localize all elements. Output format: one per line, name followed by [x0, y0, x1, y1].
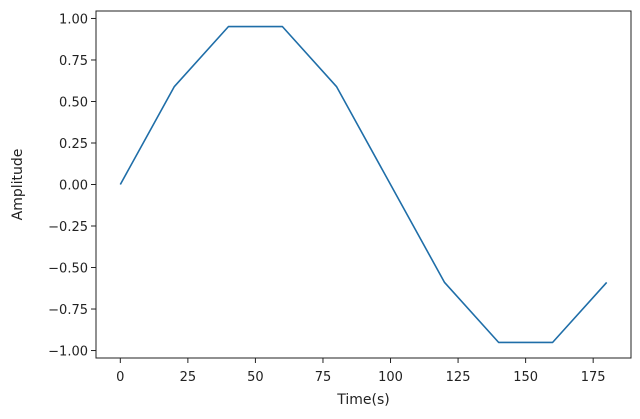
plot-frame	[95, 10, 632, 359]
y-tick-label: 0.50	[59, 95, 88, 110]
y-tick-label: −0.50	[48, 262, 88, 277]
y-tick-label: −1.00	[48, 345, 88, 360]
y-tick-label: 0.75	[59, 54, 88, 69]
x-tick-label: 125	[446, 370, 471, 385]
y-tick-label: 0.00	[59, 179, 88, 194]
series-line	[119, 25, 608, 344]
x-axis-label: Time(s)	[336, 392, 389, 408]
x-tick-label: 50	[247, 370, 264, 385]
plot-series	[119, 25, 608, 344]
y-axis-ticks: 1.00 0.75 0.50 0.25 0.00 −0.25 −0.50 −0.75 −1.00	[48, 12, 96, 360]
y-tick-label: 1.00	[59, 12, 88, 27]
x-tick-label: 100	[378, 370, 403, 385]
x-tick-label: 25	[180, 370, 197, 385]
x-tick-label: 0	[116, 370, 124, 385]
y-axis-label: Amplitude	[10, 149, 26, 221]
x-axis-ticks: 0 25 50 75 100 125 150 175	[116, 358, 606, 385]
y-tick-label: 0.25	[59, 137, 88, 152]
y-tick-label: −0.25	[48, 220, 88, 235]
x-tick-label: 150	[513, 370, 538, 385]
y-tick-label: −0.75	[48, 303, 88, 318]
x-tick-label: 175	[581, 370, 606, 385]
x-tick-label: 75	[315, 370, 332, 385]
